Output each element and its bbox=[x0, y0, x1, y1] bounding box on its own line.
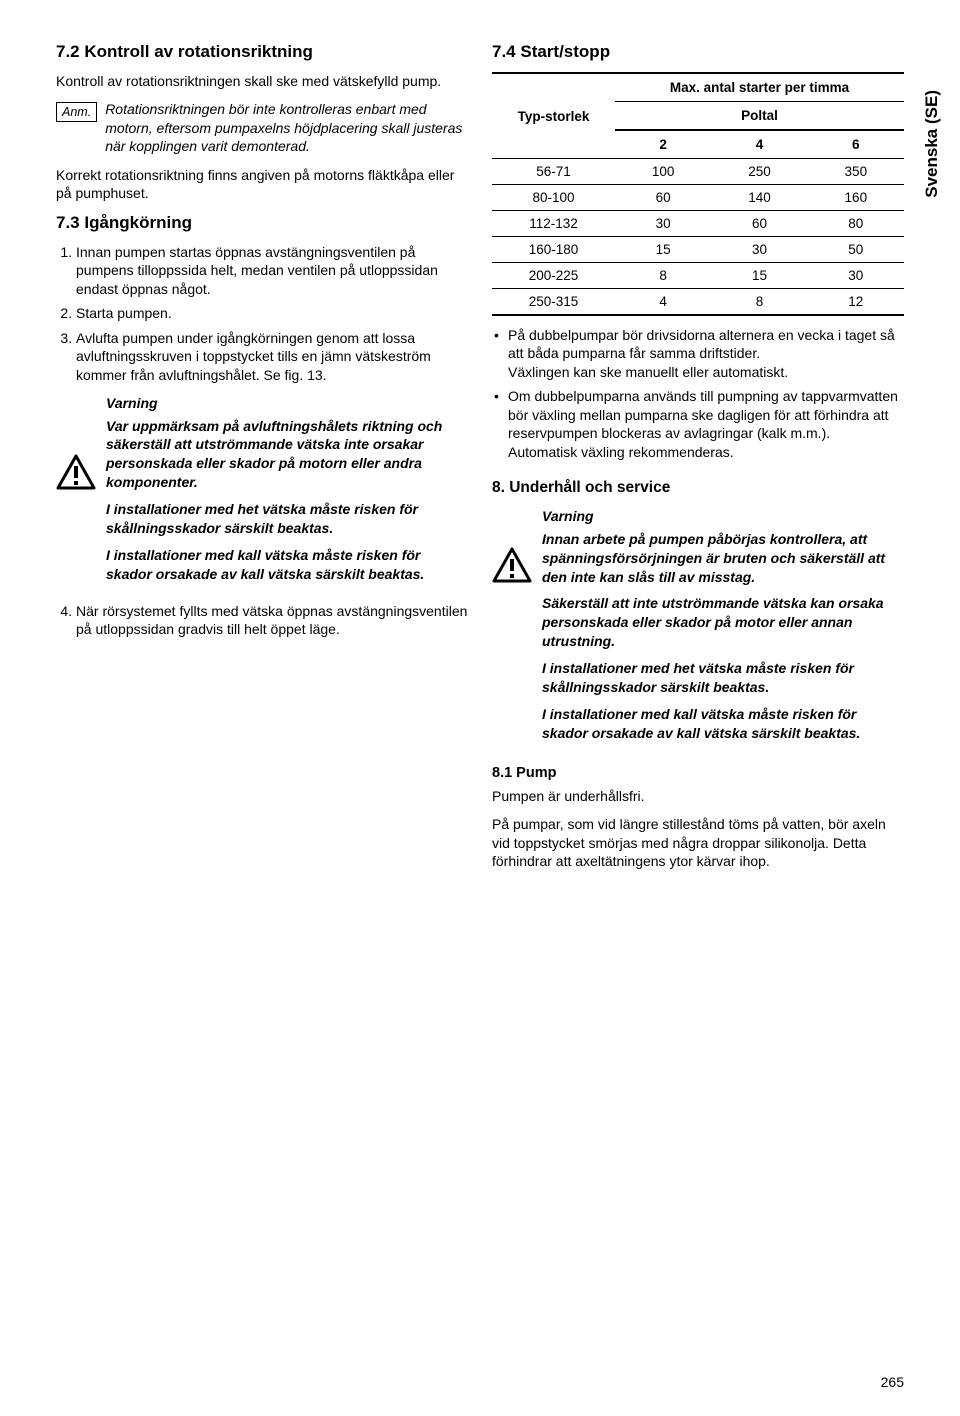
table-row: 250-3154812 bbox=[492, 289, 904, 316]
paragraph: Kontroll av rotationsriktningen skall sk… bbox=[56, 72, 468, 90]
table-cell: 160-180 bbox=[492, 237, 615, 263]
heading-7-2: 7.2 Kontroll av rotationsriktning bbox=[56, 42, 468, 62]
bullet-text: Växlingen kan ske manuellt eller automat… bbox=[508, 364, 788, 380]
note-text: Rotationsriktningen bör inte kontrollera… bbox=[105, 100, 468, 155]
list-item: Om dubbelpumparna används till pumpning … bbox=[508, 387, 904, 461]
table-cell: 250-315 bbox=[492, 289, 615, 316]
ordered-list-7-3: Innan pumpen startas öppnas avstängnings… bbox=[56, 243, 468, 384]
list-item: När rörsystemet fyllts med vätska öppnas… bbox=[76, 602, 468, 639]
heading-8-1: 8.1 Pump bbox=[492, 765, 904, 781]
table-cell: 30 bbox=[711, 237, 807, 263]
heading-7-4: 7.4 Start/stopp bbox=[492, 42, 904, 62]
ordered-list-7-3-cont: När rörsystemet fyllts med vätska öppnas… bbox=[56, 602, 468, 639]
right-column: 7.4 Start/stopp Typ-storlek Max. antal s… bbox=[492, 42, 904, 881]
warning-text: Säkerställ att inte utströmmande vätska … bbox=[542, 594, 904, 651]
table-cell: 4 bbox=[615, 289, 711, 316]
start-stop-table: Typ-storlek Max. antal starter per timma… bbox=[492, 72, 904, 316]
list-item: Avlufta pumpen under igångkörningen geno… bbox=[76, 329, 468, 384]
table-cell: 15 bbox=[615, 237, 711, 263]
table-subheader: 4 bbox=[711, 130, 807, 159]
table-subheader: 6 bbox=[808, 130, 904, 159]
warning-block: Varning Innan arbete på pumpen påbörjas … bbox=[492, 507, 904, 750]
page-content: 7.2 Kontroll av rotationsriktning Kontro… bbox=[0, 0, 960, 923]
table-cell: 30 bbox=[808, 263, 904, 289]
page-number: 265 bbox=[881, 1374, 904, 1390]
table-cell: 8 bbox=[615, 263, 711, 289]
table-header: Poltal bbox=[615, 102, 904, 131]
table-cell: 140 bbox=[711, 185, 807, 211]
bullet-text: På dubbelpumpar bör drivsidorna alterner… bbox=[508, 327, 895, 361]
warning-icon bbox=[492, 507, 532, 588]
table-cell: 112-132 bbox=[492, 211, 615, 237]
list-item: Innan pumpen startas öppnas avstängnings… bbox=[76, 243, 468, 298]
warning-text: I installationer med kall vätska måste r… bbox=[106, 546, 468, 584]
table-cell: 30 bbox=[615, 211, 711, 237]
note-tag: Anm. bbox=[56, 102, 97, 122]
table-cell: 50 bbox=[808, 237, 904, 263]
warning-text: I installationer med het vätska måste ri… bbox=[106, 500, 468, 538]
paragraph: Pumpen är underhållsfri. bbox=[492, 787, 904, 805]
table-cell: 160 bbox=[808, 185, 904, 211]
warning-text: I installationer med kall vätska måste r… bbox=[542, 705, 904, 743]
table-cell: 60 bbox=[615, 185, 711, 211]
table-cell: 15 bbox=[711, 263, 807, 289]
warning-body: Varning Innan arbete på pumpen påbörjas … bbox=[542, 507, 904, 750]
left-column: 7.2 Kontroll av rotationsriktning Kontro… bbox=[56, 42, 468, 881]
warning-block: Varning Var uppmärksam på avluftningshål… bbox=[56, 394, 468, 592]
table-header: Max. antal starter per timma bbox=[615, 73, 904, 102]
warning-title: Varning bbox=[542, 507, 904, 525]
table-cell: 80-100 bbox=[492, 185, 615, 211]
paragraph: Korrekt rotationsriktning finns angiven … bbox=[56, 166, 468, 203]
table-subheader: 2 bbox=[615, 130, 711, 159]
table-cell: 56-71 bbox=[492, 159, 615, 185]
table-cell: 200-225 bbox=[492, 263, 615, 289]
table-cell: 80 bbox=[808, 211, 904, 237]
table-cell: 60 bbox=[711, 211, 807, 237]
table-cell: 12 bbox=[808, 289, 904, 316]
table-row: 56-71100250350 bbox=[492, 159, 904, 185]
heading-8: 8. Underhåll och service bbox=[492, 479, 904, 497]
warning-title: Varning bbox=[106, 394, 468, 412]
table-cell: 8 bbox=[711, 289, 807, 316]
note-box: Anm. Rotationsriktningen bör inte kontro… bbox=[56, 100, 468, 155]
bullet-list: På dubbelpumpar bör drivsidorna alterner… bbox=[492, 326, 904, 461]
paragraph: På pumpar, som vid längre stillestånd tö… bbox=[492, 815, 904, 870]
table-cell: 350 bbox=[808, 159, 904, 185]
list-item: På dubbelpumpar bör drivsidorna alterner… bbox=[508, 326, 904, 381]
table-row: 112-132306080 bbox=[492, 211, 904, 237]
table-row: 200-22581530 bbox=[492, 263, 904, 289]
table-row: 80-10060140160 bbox=[492, 185, 904, 211]
warning-text: I installationer med het vätska måste ri… bbox=[542, 659, 904, 697]
language-side-label: Svenska (SE) bbox=[922, 90, 942, 198]
table-header: Typ-storlek bbox=[492, 73, 615, 159]
table-cell: 100 bbox=[615, 159, 711, 185]
table-cell: 250 bbox=[711, 159, 807, 185]
bullet-text: Automatisk växling rekommenderas. bbox=[508, 444, 734, 460]
table-row: 160-180153050 bbox=[492, 237, 904, 263]
bullet-text: Om dubbelpumparna används till pumpning … bbox=[508, 388, 898, 441]
warning-text: Innan arbete på pumpen påbörjas kontroll… bbox=[542, 530, 904, 587]
warning-text: Var uppmärksam på avluftningshålets rikt… bbox=[106, 417, 468, 493]
heading-7-3: 7.3 Igångkörning bbox=[56, 213, 468, 233]
warning-icon bbox=[56, 394, 96, 495]
warning-body: Varning Var uppmärksam på avluftningshål… bbox=[106, 394, 468, 592]
list-item: Starta pumpen. bbox=[76, 304, 468, 322]
